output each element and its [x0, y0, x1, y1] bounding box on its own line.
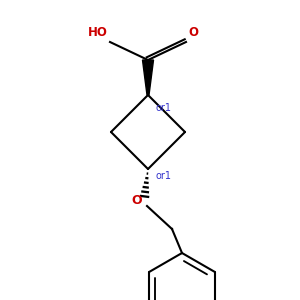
Text: or1: or1 [156, 171, 172, 181]
Polygon shape [142, 60, 154, 95]
Text: or1: or1 [156, 103, 172, 113]
Text: O: O [188, 26, 198, 39]
Text: O: O [131, 194, 142, 208]
Text: HO: HO [88, 26, 108, 39]
